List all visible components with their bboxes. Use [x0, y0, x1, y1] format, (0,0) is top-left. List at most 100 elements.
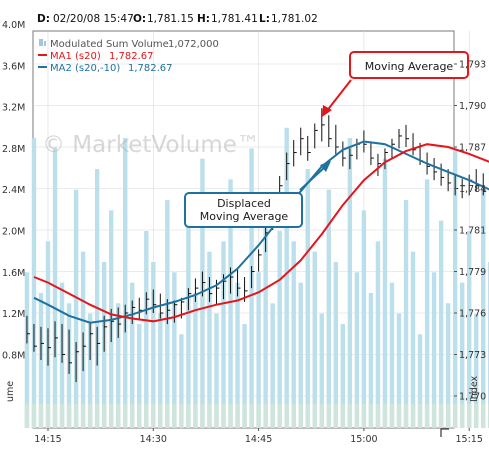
x-tick-label: 14:45: [245, 434, 272, 445]
legend-volume-label: Modulated Sum Volume: [50, 39, 169, 50]
volume-bar-base: [214, 404, 219, 428]
volume-bar: [52, 148, 58, 428]
volume-bar: [474, 313, 479, 428]
y-right-tick-label: 1,793: [459, 60, 486, 71]
y-axis-right: 1,770 1,773 1,776 1,779 1,781 1,784 1,787 1,790…: [454, 60, 486, 403]
header-open: 1,781.15: [147, 13, 194, 25]
y-right-tick-label: 1,776: [459, 309, 486, 320]
volume-bar-base: [340, 404, 346, 428]
volume-bar-base: [45, 404, 51, 428]
volume-bar: [263, 210, 268, 428]
header-o-key: O:: [133, 13, 146, 25]
callout-moving-average-arrowhead: [322, 105, 332, 117]
volume-bar-base: [38, 404, 44, 428]
resize-corner-icon[interactable]: [440, 428, 449, 437]
volume-bar: [242, 323, 247, 428]
volume-bar-base: [228, 404, 233, 428]
legend-ma2-value: 1,782.67: [128, 63, 173, 74]
volume-bar: [319, 313, 324, 428]
volume-bar-base: [130, 404, 135, 428]
y-left-tick-label: 1.6M: [2, 268, 25, 279]
volume-bar-base: [277, 404, 282, 428]
volume-bar-base: [263, 404, 268, 428]
volume-bar: [312, 251, 317, 428]
y-left-tick-label: 2.4M: [2, 185, 25, 196]
volume-bar-base: [137, 404, 142, 428]
volume-bar: [277, 231, 282, 428]
volume-bar-base: [108, 404, 114, 428]
volume-bar-base: [59, 404, 65, 428]
callout-displaced-text-2: Moving Average: [200, 210, 289, 223]
volume-baseline-band: [24, 404, 489, 428]
volume-bar: [186, 220, 191, 428]
volume-bar-base: [193, 404, 198, 428]
ohlc-header: D: 02/20/08 15:47 O: 1,781.15 H: 1,781.4…: [33, 9, 454, 29]
volume-bar: [375, 241, 381, 428]
volume-bar-base: [87, 404, 93, 428]
volume-bar: [333, 261, 339, 428]
volume-bar: [298, 282, 303, 428]
volume-bar-base: [382, 404, 388, 428]
volume-bar: [431, 272, 437, 428]
volume-bar: [31, 138, 37, 428]
volume-bar-base: [333, 404, 339, 428]
volume-bar: [144, 231, 149, 428]
volume-bar-base: [186, 404, 191, 428]
volume-bar-base: [431, 404, 437, 428]
volume-bar-base: [179, 404, 184, 428]
callout-moving-average-arrow: [325, 79, 352, 113]
x-tick-label: 15:00: [350, 434, 377, 445]
legend: Modulated Sum Volume 1,072,000 MA1 (s20)…: [38, 39, 219, 74]
volume-bar-base: [24, 404, 30, 428]
volume-bar: [87, 313, 93, 428]
volume-bar-base: [354, 404, 360, 428]
volume-bar: [151, 261, 156, 428]
volume-bar-base: [403, 404, 409, 428]
x-tick-label: 15:15: [456, 434, 483, 445]
y-axis-right-title: Index: [469, 375, 480, 402]
callout-displaced: Displaced Moving Average: [184, 161, 331, 228]
legend-volume-value: 1,072,000: [168, 39, 219, 50]
y-left-tick-label: 2.8M: [2, 144, 25, 155]
legend-ma1-label: MA1 (s20): [50, 51, 101, 62]
volume-bar-base: [144, 404, 149, 428]
volume-bar-base: [221, 404, 226, 428]
volume-bar-base: [284, 404, 289, 428]
legend-ma1-value: 1,782.67: [109, 51, 154, 62]
volume-bar-base: [375, 404, 381, 428]
volume-bar: [481, 189, 486, 428]
volume-bar: [228, 179, 233, 428]
y-left-tick-label: 0.8M: [2, 350, 25, 361]
volume-bar: [158, 313, 163, 428]
volume-bar-base: [319, 404, 324, 428]
y-axis-left-title: ume: [5, 381, 16, 402]
header-h-key: H:: [197, 13, 210, 25]
volume-bar: [438, 220, 444, 428]
volume-bar-base: [73, 404, 79, 428]
volume-bar: [221, 241, 226, 428]
volume-bar-base: [116, 404, 121, 428]
volume-bar: [403, 200, 409, 428]
volume-bar-base: [249, 404, 254, 428]
y-right-tick-label: 1,773: [459, 350, 486, 361]
volume-bar-base: [438, 404, 444, 428]
volume-bar-base: [298, 404, 303, 428]
volume-bar-base: [305, 404, 310, 428]
callout-displaced-arrow: [299, 165, 327, 191]
volume-bar-base: [52, 404, 58, 428]
y-left-tick-label: 4.0M: [2, 20, 25, 31]
volume-bar: [270, 303, 275, 428]
volume-bar-base: [396, 404, 402, 428]
volume-bar-base: [31, 404, 37, 428]
volume-bar-base: [410, 404, 416, 428]
callout-moving-average-text: Moving Average: [365, 60, 454, 73]
volume-bar: [417, 334, 423, 428]
y-left-tick-label: 1.2M: [2, 309, 25, 320]
legend-ma2-label: MA2 (s20,-10): [50, 63, 120, 74]
y-axis-left: 0.8M 1.2M 1.6M 2.0M 2.4M 2.8M 3.2M 3.6M 4.0M: [2, 20, 25, 361]
volume-bar: [214, 313, 219, 428]
volume-bar-base: [200, 404, 205, 428]
header-low: 1,781.02: [271, 13, 318, 25]
volume-bar-base: [445, 404, 451, 428]
